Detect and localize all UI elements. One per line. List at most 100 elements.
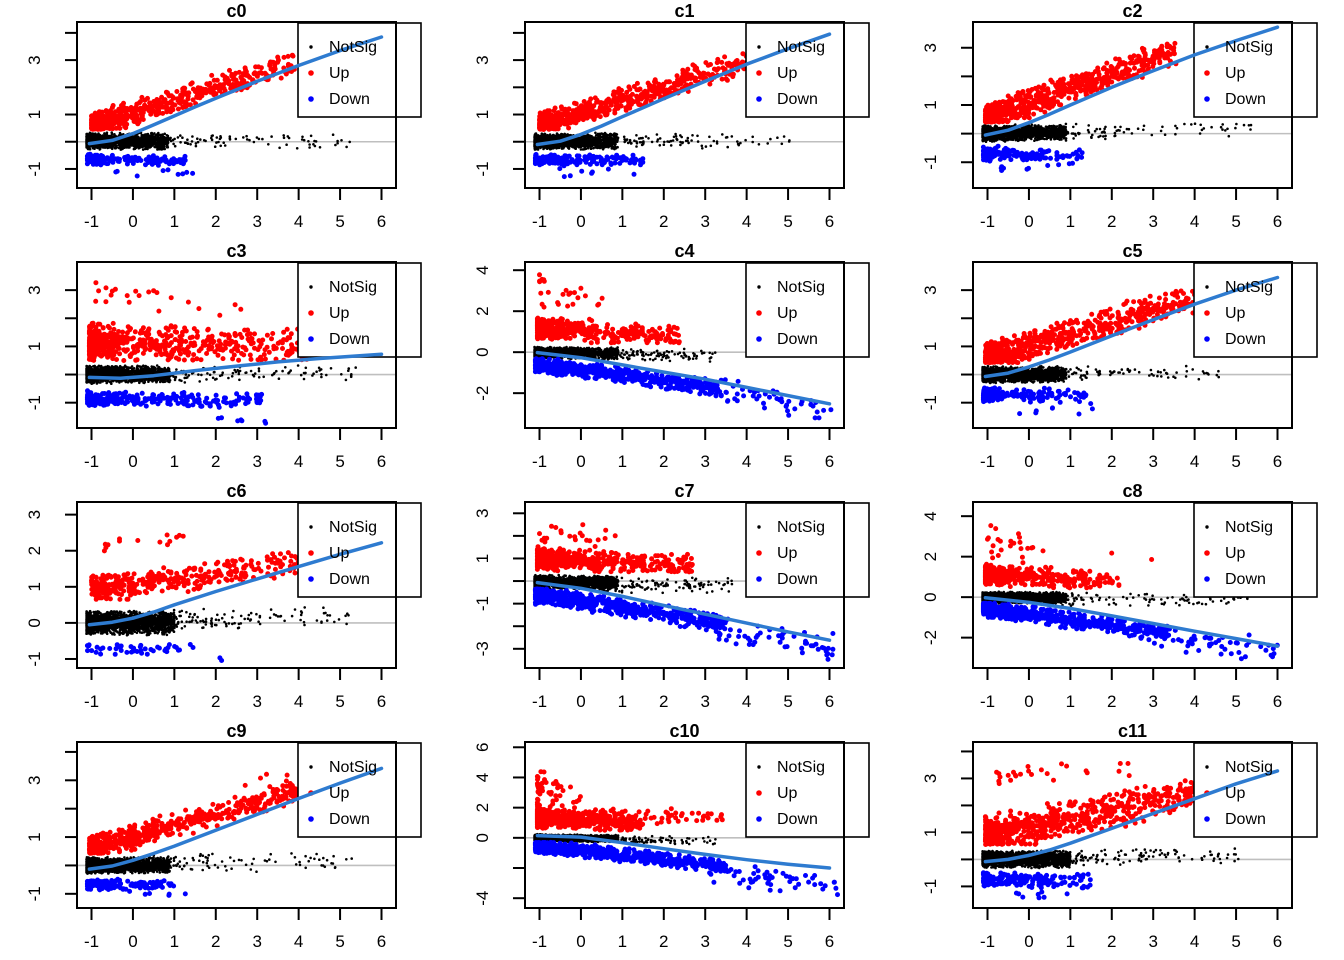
trend-line — [983, 25, 1280, 137]
plot-box — [524, 21, 845, 189]
scatter-up — [982, 40, 1179, 125]
scatter-down — [980, 870, 1093, 891]
legend-label-notsig: NotSig — [777, 279, 825, 296]
x-tick-label: -1 — [532, 212, 547, 231]
scatter-down — [1013, 889, 1070, 901]
scatter-down — [217, 655, 225, 663]
plot-box — [524, 741, 845, 909]
plot-box — [76, 741, 397, 909]
x-tick-label: 6 — [1273, 212, 1282, 231]
y-tick-label: -2 — [473, 386, 492, 401]
scatter-up — [86, 320, 310, 363]
x-tick-label: -1 — [532, 452, 547, 471]
trend-line — [87, 352, 384, 380]
y-tick-label: 1 — [473, 110, 492, 119]
x-tick-label: 2 — [1107, 932, 1116, 951]
x-tick-label: 6 — [377, 452, 386, 471]
trend-line — [983, 275, 1280, 379]
panel-title: c9 — [226, 721, 246, 741]
trend-line — [535, 580, 832, 642]
x-tick-label: 2 — [211, 212, 220, 231]
x-tick-label: 0 — [1024, 452, 1033, 471]
x-tick-label: 0 — [1024, 932, 1033, 951]
x-tick-label: 0 — [128, 692, 137, 711]
trend-line — [535, 833, 832, 870]
legend-label-up: Up — [777, 545, 798, 562]
x-tick-label: -1 — [532, 692, 547, 711]
x-tick-label: 2 — [659, 932, 668, 951]
x-tick-label: 6 — [825, 452, 834, 471]
y-tick-label: 2 — [25, 546, 44, 555]
x-tick-label: 5 — [335, 932, 344, 951]
x-tick-label: 3 — [252, 932, 261, 951]
y-tick-label: 4 — [921, 511, 940, 520]
x-tick-label: 2 — [1107, 452, 1116, 471]
legend-marker-notsig-icon — [1205, 525, 1209, 529]
plot-box — [972, 501, 1293, 669]
legend-marker-notsig-icon — [757, 525, 761, 529]
legend-label-notsig: NotSig — [329, 279, 377, 296]
x-tick-label: -1 — [84, 212, 99, 231]
legend-marker-up-icon — [308, 70, 314, 76]
plot-box — [76, 501, 397, 669]
legend-marker-notsig-icon — [1205, 285, 1209, 289]
scatter-down — [113, 167, 196, 179]
panel-c5: NotSig Up Down -1 0 1 2 3 4 5 6 -1 1 3 c5 — [921, 241, 1318, 471]
scatter-down — [84, 151, 188, 168]
x-tick-label: 2 — [659, 692, 668, 711]
legend-label-down: Down — [1225, 91, 1266, 108]
y-tick-label: 6 — [473, 743, 492, 752]
x-tick-label: 2 — [1107, 692, 1116, 711]
legend-box — [745, 502, 870, 598]
x-tick-label: -1 — [980, 212, 995, 231]
legend-label-up: Up — [777, 785, 798, 802]
x-tick-label: 3 — [700, 932, 709, 951]
scatter-notsig — [156, 131, 352, 150]
y-tick-label: -1 — [921, 395, 940, 410]
scatter-down — [532, 839, 729, 874]
legend-box — [297, 22, 422, 118]
scatter-up — [86, 781, 302, 856]
y-tick-label: 3 — [473, 509, 492, 518]
legend-marker-up-icon — [1204, 70, 1210, 76]
scatter-up — [985, 523, 1046, 566]
legend-marker-down-icon — [1204, 576, 1210, 582]
legend-marker-down-icon — [308, 816, 314, 822]
legend-box — [745, 742, 870, 838]
y-tick-label: 3 — [25, 776, 44, 785]
y-tick-label: 1 — [473, 554, 492, 563]
y-tick-label: 0 — [473, 347, 492, 356]
legend-label-notsig: NotSig — [1225, 279, 1273, 296]
legend-label-up: Up — [777, 305, 798, 322]
trend-line — [87, 35, 384, 146]
scatter-up — [534, 544, 695, 575]
scatter-up — [89, 545, 315, 602]
x-tick-label: 1 — [618, 692, 627, 711]
x-tick-label: 6 — [377, 932, 386, 951]
legend-marker-notsig-icon — [309, 765, 313, 769]
x-tick-label: 6 — [377, 692, 386, 711]
trend-line — [983, 596, 1280, 648]
panel-c0: NotSig Up Down -1 0 1 2 3 4 5 6 -1 1 3 c0 — [25, 1, 422, 231]
legend-marker-up-icon — [1204, 550, 1210, 556]
y-tick-label: 3 — [921, 285, 940, 294]
x-tick-label: 1 — [618, 452, 627, 471]
x-tick-label: -1 — [532, 932, 547, 951]
x-tick-label: 0 — [128, 212, 137, 231]
plot-box — [972, 261, 1293, 429]
y-tick-label: 1 — [25, 582, 44, 591]
scatter-notsig — [156, 606, 350, 633]
legend-label-down: Down — [777, 811, 818, 828]
y-tick-label: 1 — [921, 828, 940, 837]
x-tick-label: 1 — [618, 932, 627, 951]
scatter-down — [84, 388, 265, 410]
legend-marker-down-icon — [756, 336, 762, 342]
legend-marker-down-icon — [308, 96, 314, 102]
x-tick-label: 2 — [211, 692, 220, 711]
x-tick-label: 4 — [1190, 692, 1199, 711]
x-tick-label: 5 — [783, 452, 792, 471]
x-tick-label: 0 — [576, 692, 585, 711]
x-tick-label: 6 — [1273, 692, 1282, 711]
scatter-up — [537, 46, 753, 132]
